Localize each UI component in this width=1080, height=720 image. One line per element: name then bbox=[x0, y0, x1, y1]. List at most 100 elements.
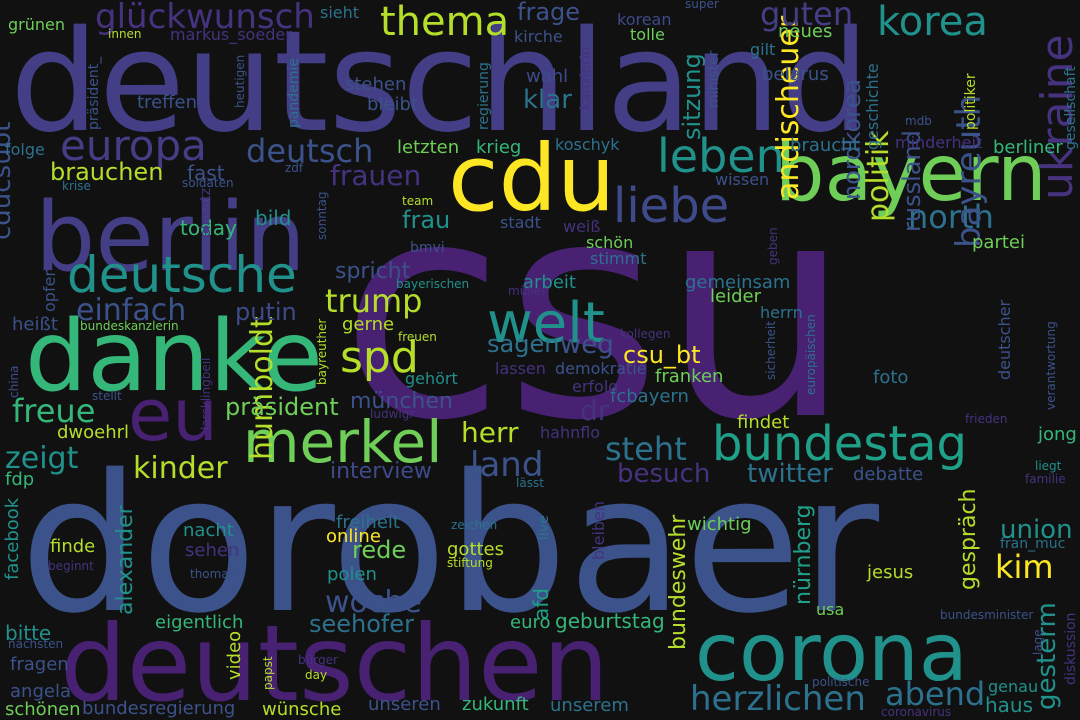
word-schoenen: schönen bbox=[5, 699, 81, 720]
word-coronavirus: coronavirus bbox=[881, 705, 951, 719]
word-land: land bbox=[470, 445, 543, 485]
word-berliner: berliner bbox=[993, 137, 1063, 158]
word-verantwortung: verantwortung bbox=[1044, 321, 1058, 410]
word-belarus: belarus bbox=[762, 64, 829, 85]
word-csu-bt: csu_bt bbox=[623, 341, 701, 369]
word-kanzlerin: kanzlerin bbox=[578, 46, 594, 110]
word-berlin: berlin bbox=[35, 183, 306, 293]
word-treffen: treffen bbox=[137, 92, 197, 113]
word-naechsten: nächsten bbox=[8, 637, 63, 651]
word-deutschen: deutschen bbox=[60, 603, 609, 720]
word-kollegen: kollegen bbox=[620, 327, 671, 341]
word-herr: herr bbox=[461, 416, 519, 449]
word-haus: haus bbox=[985, 693, 1033, 717]
word-krieg: krieg bbox=[476, 137, 521, 158]
word-ukraine: ukraine bbox=[1032, 34, 1080, 200]
word-krise: krise bbox=[62, 179, 91, 193]
word-gerne: gerne bbox=[342, 314, 394, 335]
word-steht: steht bbox=[605, 430, 687, 468]
word-leben: leben bbox=[657, 129, 785, 183]
word-praesident: präsident_ bbox=[86, 56, 102, 130]
word-north: north bbox=[908, 198, 994, 236]
word-online: online bbox=[326, 526, 381, 547]
word-thomas: thomas bbox=[190, 567, 235, 581]
word-politische: politische bbox=[812, 675, 870, 689]
word-zeichen: zeichen bbox=[451, 518, 497, 532]
word-soldaten: soldaten bbox=[182, 176, 234, 190]
word-guten: guten bbox=[760, 0, 853, 33]
word-nordkorea: nordkorea bbox=[838, 79, 866, 200]
word-gruenen: grünen bbox=[8, 15, 65, 34]
word-wissen: wissen bbox=[715, 170, 769, 189]
word-day: day bbox=[305, 668, 327, 682]
word-bmvi: bmvi bbox=[410, 240, 445, 256]
word-dr: dr bbox=[580, 394, 610, 427]
word-stellt: stellt bbox=[92, 389, 122, 403]
word-einsatz: einsatz bbox=[198, 188, 214, 238]
word-freuen: freuen bbox=[398, 330, 437, 344]
word-live: live bbox=[536, 515, 552, 540]
word-europaeischen: europäischen bbox=[804, 314, 818, 395]
word-thema: thema bbox=[380, 0, 509, 45]
word-bundeskanzlerin: bundeskanzlerin bbox=[80, 319, 179, 333]
word-geben: geben bbox=[766, 227, 780, 265]
word-bild: bild bbox=[255, 206, 292, 230]
word-fcbayern: fcbayern bbox=[610, 386, 689, 407]
word-regierung: regierung bbox=[476, 62, 492, 130]
word-euro: euro bbox=[510, 612, 551, 633]
word-kinder: kinder bbox=[133, 451, 228, 486]
word-weg: weg bbox=[560, 330, 614, 360]
word-sicherheit: sicherheit bbox=[764, 321, 778, 380]
word-diskussion: diskussion bbox=[1063, 612, 1079, 685]
word-zeigt: zeigt bbox=[5, 441, 79, 476]
word-besuch: besuch bbox=[617, 459, 710, 489]
word-fragen: fragen bbox=[10, 654, 69, 675]
word-frau: frau bbox=[402, 206, 450, 234]
word-kim: kim bbox=[995, 548, 1054, 586]
word-gehoert: gehört bbox=[405, 369, 458, 388]
word-folge: folge bbox=[5, 140, 45, 159]
word-bleibt: bleibt bbox=[367, 94, 418, 115]
word-muenchen: münchen bbox=[350, 389, 453, 414]
word-bayerischen: bayerischen bbox=[396, 277, 469, 291]
word-wahl: wahl bbox=[526, 66, 568, 87]
word-angela: angela bbox=[10, 681, 71, 702]
word-demokratie: demokratie bbox=[555, 359, 647, 378]
word-freue: freue bbox=[12, 392, 95, 430]
word-schoen: schön bbox=[586, 233, 633, 252]
word-liegt: liegt bbox=[1035, 459, 1062, 473]
word-jong: jong bbox=[1037, 424, 1077, 445]
word-minderheit: minderheit bbox=[895, 133, 982, 152]
word-andischeuer: andischeuer bbox=[771, 15, 806, 200]
word-weiss: weiß bbox=[563, 217, 600, 236]
word-gilt: gilt bbox=[750, 40, 775, 59]
word-deutscher: deutscher bbox=[995, 299, 1014, 380]
word-sonntag: sonntag bbox=[315, 192, 329, 240]
word-larsklingbeil: larsklingbeil bbox=[199, 358, 213, 430]
word-frage: frage bbox=[517, 0, 580, 26]
word-genau: genau bbox=[988, 677, 1038, 696]
word-stehen: stehen bbox=[345, 74, 406, 95]
word-afd: afd bbox=[529, 588, 553, 620]
word-bundesminister: bundesminister bbox=[940, 608, 1033, 622]
word-corona: corona bbox=[695, 606, 968, 699]
word-unserem: unserem bbox=[550, 695, 629, 716]
word-gesterm: gesterm bbox=[1032, 602, 1062, 710]
word-eigentlich: eigentlich bbox=[155, 612, 243, 633]
word-polen: polen bbox=[327, 564, 377, 585]
word-putin: putin bbox=[235, 298, 297, 326]
word-franken: franken bbox=[655, 366, 723, 387]
word-super: super bbox=[685, 0, 719, 11]
word-fran-muc: fran_muc bbox=[1000, 536, 1065, 552]
word-heisst: heißt bbox=[12, 314, 58, 335]
word-facebook: facebook bbox=[2, 497, 23, 580]
word-leider: leider bbox=[710, 286, 762, 307]
word-dwoehrl: dwoehrl bbox=[57, 422, 129, 443]
word-frieden: frieden bbox=[965, 412, 1007, 426]
word-bleiben: bleiben bbox=[589, 501, 608, 560]
word-spd: spd bbox=[340, 332, 419, 383]
word-cdu: cdu bbox=[448, 125, 615, 232]
word-deutsch: deutsch bbox=[246, 132, 373, 170]
word-fast: fast bbox=[187, 161, 225, 185]
